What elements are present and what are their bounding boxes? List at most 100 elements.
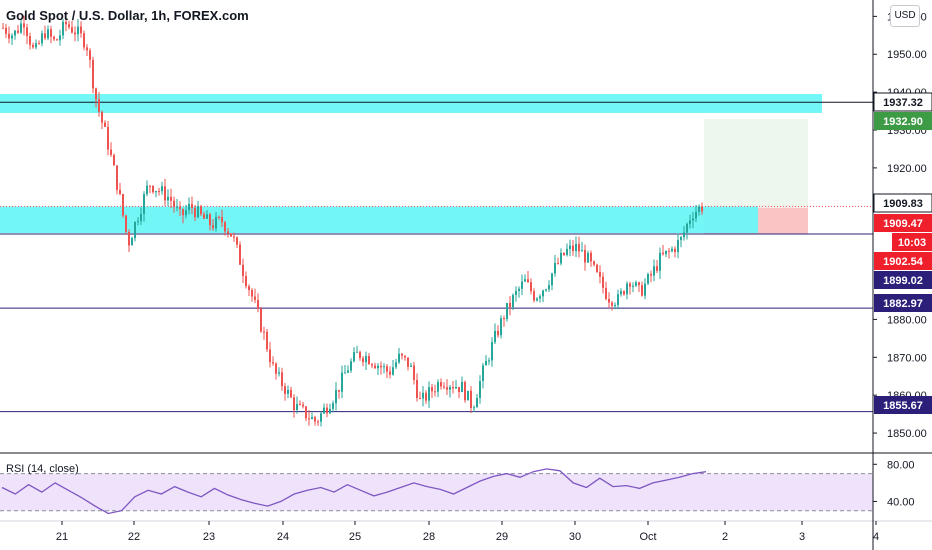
price-tag-label: 1899.02 — [883, 275, 923, 287]
candle — [245, 271, 247, 289]
candle — [110, 142, 112, 157]
candle — [206, 210, 208, 220]
candle — [530, 278, 532, 295]
candle — [266, 328, 268, 353]
candle — [122, 193, 124, 218]
candle — [461, 376, 463, 393]
candle — [191, 196, 193, 214]
candle — [290, 386, 292, 399]
candle — [353, 347, 355, 363]
candle — [158, 187, 160, 196]
candle — [359, 350, 361, 361]
candle — [38, 40, 40, 45]
candle — [362, 356, 364, 367]
candle — [419, 391, 421, 400]
candle — [611, 300, 613, 311]
candle — [680, 235, 682, 248]
price-tags: 1937.32 1932.90 1909.83 1909.47 10:03 1902.54… — [873, 92, 932, 414]
candle — [368, 353, 370, 365]
candle — [5, 24, 7, 39]
candle — [536, 297, 538, 302]
candle — [236, 236, 238, 249]
candle — [608, 292, 610, 309]
candle — [464, 380, 466, 403]
candle — [338, 390, 340, 399]
candle — [554, 254, 556, 277]
candle — [527, 270, 529, 284]
rsi-pane — [0, 452, 932, 522]
candle — [50, 25, 52, 44]
candle — [617, 289, 619, 310]
candle — [260, 307, 262, 333]
candle — [398, 347, 400, 365]
candle — [665, 250, 667, 258]
candle — [506, 302, 508, 322]
candle — [182, 208, 184, 224]
candle — [8, 26, 10, 44]
rsi-line — [1, 468, 707, 515]
candle — [614, 302, 616, 310]
candle — [605, 281, 607, 301]
candle — [365, 351, 367, 371]
candle — [77, 18, 79, 42]
candle — [140, 207, 142, 225]
time-tick-label: 3 — [799, 531, 805, 543]
price-tick-label: 1870.00 — [887, 352, 927, 364]
candle — [470, 386, 472, 414]
rsi-band — [0, 473, 873, 511]
candle — [101, 110, 103, 130]
price-tick-label: 1880.00 — [887, 314, 927, 326]
candle — [485, 355, 487, 366]
candle — [11, 33, 13, 45]
candle — [308, 410, 310, 426]
candle — [539, 294, 541, 303]
candle — [275, 362, 277, 380]
candle — [584, 244, 586, 271]
candle — [494, 323, 496, 345]
candle — [53, 35, 55, 42]
candle — [254, 288, 256, 304]
candle — [581, 241, 583, 252]
candle — [671, 246, 673, 253]
candle — [563, 252, 565, 256]
time-tick-label: 28 — [423, 531, 435, 543]
candle — [566, 243, 568, 257]
candle — [263, 326, 265, 340]
candle — [230, 233, 232, 237]
candle — [212, 219, 214, 231]
candle — [689, 214, 691, 229]
candle — [698, 204, 700, 216]
candle — [287, 385, 289, 399]
rsi-tick-label: 80.00 — [887, 459, 915, 471]
candle — [107, 121, 109, 156]
candle — [224, 220, 226, 236]
candle — [89, 48, 91, 68]
candle — [686, 222, 688, 240]
candle — [473, 405, 475, 412]
candle — [638, 281, 640, 293]
candle — [542, 289, 544, 303]
candle — [314, 415, 316, 426]
candle — [29, 32, 31, 50]
candle — [647, 272, 649, 286]
candle — [35, 39, 37, 50]
candle — [467, 390, 469, 401]
candle — [662, 245, 664, 256]
price-tag: 1932.90 — [874, 112, 932, 130]
candle — [2, 23, 4, 29]
candle — [155, 190, 157, 198]
currency-button[interactable]: USD — [890, 5, 920, 27]
candle — [41, 30, 43, 47]
candle — [116, 165, 118, 195]
candle — [26, 23, 28, 45]
candle — [590, 250, 592, 267]
candle — [113, 153, 115, 166]
candle — [92, 56, 94, 94]
candle — [596, 263, 598, 273]
candle — [137, 217, 139, 226]
candle — [68, 20, 70, 30]
candle — [593, 260, 595, 267]
candle — [650, 270, 652, 283]
price-tick-label: 1950.00 — [887, 49, 927, 61]
